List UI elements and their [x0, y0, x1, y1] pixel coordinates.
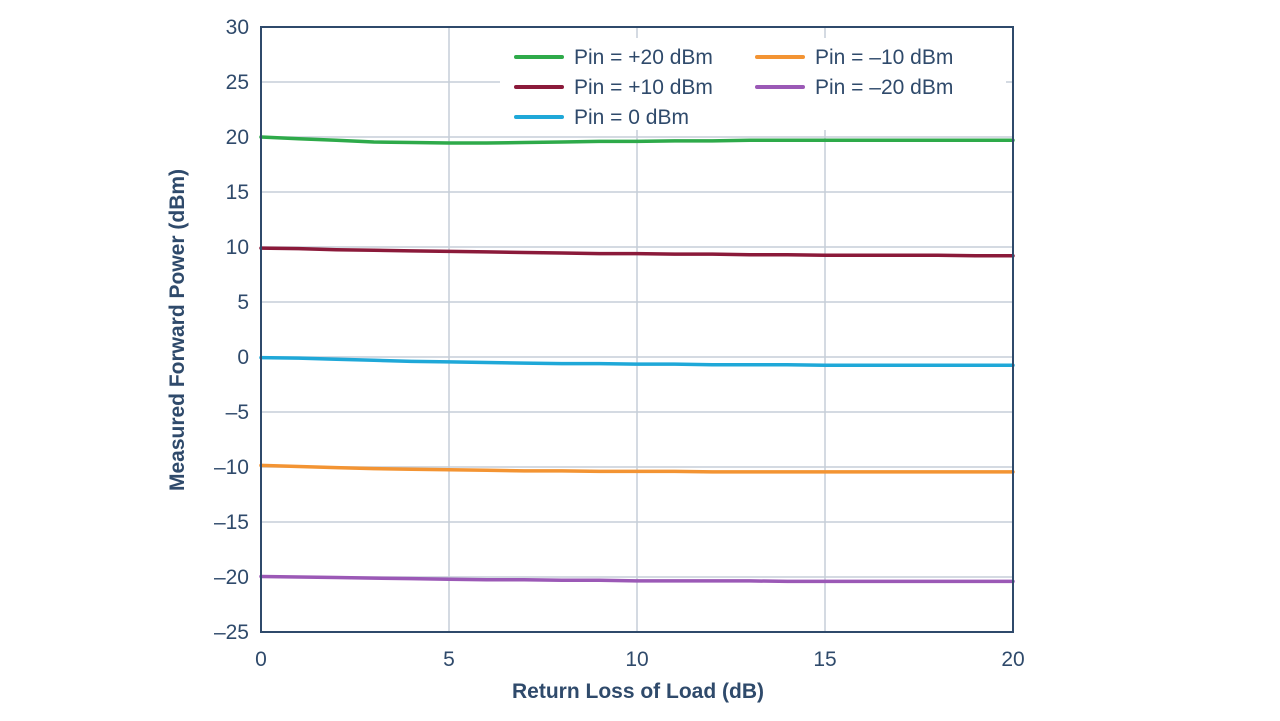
y-tick-label: 5: [237, 291, 249, 314]
y-tick-label: 15: [226, 181, 249, 204]
legend-label-3: Pin = 0 dBm: [574, 106, 689, 129]
series-line-5: [259, 574, 1015, 584]
x-axis-ticks: 0 5 10 15 20: [255, 648, 1025, 671]
plot-border: [260, 26, 1014, 633]
legend-label-1: Pin = +20 dBm: [574, 46, 713, 69]
y-axis-ticks: 30 25 20 15 10 5 0 –5 –10 –15 –20 –25: [214, 16, 249, 644]
y-axis-title: Measured Forward Power (dBm): [166, 169, 189, 491]
x-axis-title: Return Loss of Load (dB): [512, 680, 764, 703]
series-line-2: [259, 246, 1015, 258]
series-lines: [259, 135, 1015, 584]
legend-label-4: Pin = –10 dBm: [815, 46, 953, 69]
x-tick-label: 0: [255, 648, 267, 671]
y-tick-label: –15: [214, 511, 249, 534]
legend-label-5: Pin = –20 dBm: [815, 76, 953, 99]
y-tick-label: 25: [226, 71, 249, 94]
legend-box: [500, 38, 1006, 130]
y-tick-label: 30: [226, 16, 249, 39]
y-tick-label: –10: [214, 456, 249, 479]
x-tick-label: 10: [625, 648, 648, 671]
x-tick-label: 20: [1001, 648, 1024, 671]
y-tick-label: –25: [214, 621, 249, 644]
y-tick-label: –5: [226, 401, 249, 424]
series-line-3: [259, 355, 1015, 368]
legend-label-2: Pin = +10 dBm: [574, 76, 713, 99]
y-tick-label: 0: [237, 346, 249, 369]
series-line-4: [259, 463, 1015, 474]
series-line-1: [259, 135, 1015, 145]
y-tick-label: 20: [226, 126, 249, 149]
x-tick-label: 15: [813, 648, 836, 671]
x-tick-label: 5: [443, 648, 455, 671]
y-tick-label: 10: [226, 236, 249, 259]
legend: Pin = +20 dBm Pin = +10 dBm Pin = 0 dBm Pin…: [514, 46, 953, 129]
legend-background: [500, 38, 1006, 130]
y-tick-label: –20: [214, 566, 249, 589]
plot-frame: [260, 26, 1014, 633]
